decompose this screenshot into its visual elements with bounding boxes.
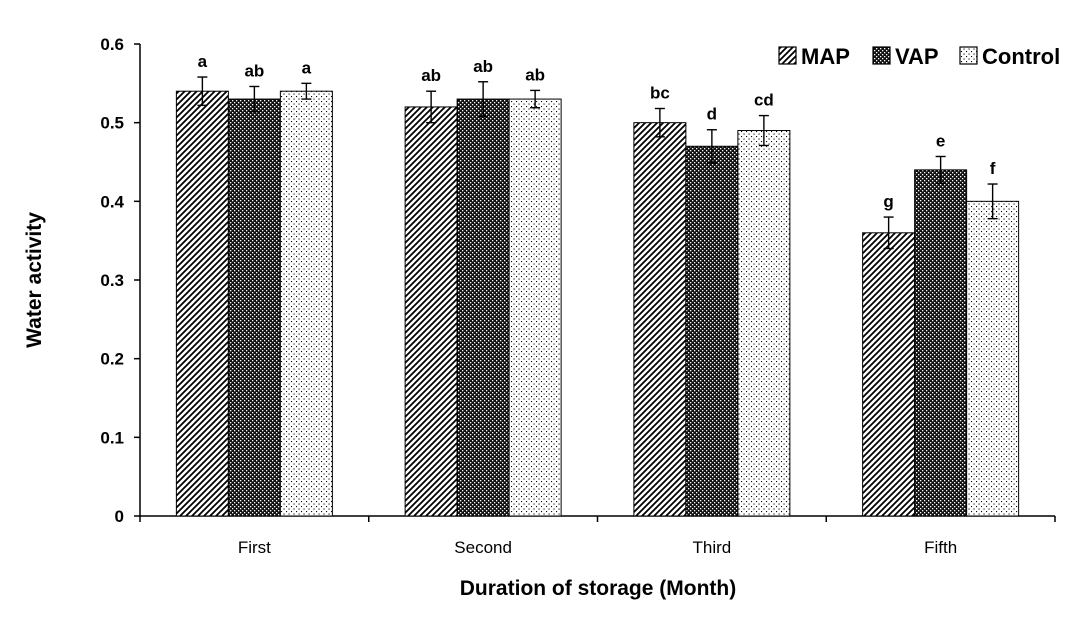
y-tick-label: 0.6 xyxy=(100,35,124,54)
y-axis: 0 0.1 0.2 0.3 0.4 0.5 0.6 xyxy=(100,35,141,526)
bar-control-third xyxy=(737,130,791,517)
significance-label: d xyxy=(707,105,717,124)
y-tick-label: 0.1 xyxy=(100,428,124,447)
legend-label-vap: VAP xyxy=(895,44,939,69)
bar-vap-third xyxy=(685,145,739,517)
x-axis: First Second Third Fifth xyxy=(139,515,1056,557)
y-tick-label: 0.2 xyxy=(100,350,124,369)
x-tick-label: Second xyxy=(454,538,512,557)
bars: a ab a ab ab ab bc d cd g e f xyxy=(175,52,1020,517)
legend-label-map: MAP xyxy=(801,44,850,69)
significance-label: cd xyxy=(754,91,774,110)
x-axis-title: Duration of storage (Month) xyxy=(460,577,736,600)
significance-label: g xyxy=(883,192,893,211)
x-tick-label: Third xyxy=(693,538,732,557)
legend-swatch-map xyxy=(778,46,797,65)
bar-map-fifth xyxy=(862,232,916,517)
y-tick-label: 0.3 xyxy=(100,271,124,290)
legend-label-control: Control xyxy=(982,44,1060,69)
bar-vap-first xyxy=(227,98,281,517)
significance-label: ab xyxy=(244,61,264,80)
significance-label: a xyxy=(198,52,208,71)
significance-label: ab xyxy=(473,57,493,76)
bar-map-third xyxy=(633,122,687,517)
legend-swatch-vap xyxy=(872,46,891,65)
bar-vap-second xyxy=(456,98,510,517)
bar-control-fifth xyxy=(966,200,1020,517)
bar-map-second xyxy=(404,106,458,517)
significance-label: ab xyxy=(421,66,441,85)
x-tick-label: First xyxy=(238,538,271,557)
legend: MAP VAP Control xyxy=(778,44,1060,69)
y-axis-title: Water activity xyxy=(23,212,46,348)
bar-control-second xyxy=(508,98,562,517)
y-tick-label: 0.4 xyxy=(100,192,124,211)
significance-label: a xyxy=(302,58,312,77)
y-tick-label: 0.5 xyxy=(100,114,124,133)
legend-swatch-control xyxy=(959,46,978,65)
bar-control-first xyxy=(279,90,333,517)
significance-label: f xyxy=(990,159,996,178)
significance-label: bc xyxy=(650,84,670,103)
bar-map-first xyxy=(175,90,229,517)
bar-vap-fifth xyxy=(914,169,968,517)
significance-label: ab xyxy=(525,65,545,84)
significance-label: e xyxy=(936,131,945,150)
y-tick-label: 0 xyxy=(115,507,124,526)
x-tick-label: Fifth xyxy=(924,538,957,557)
